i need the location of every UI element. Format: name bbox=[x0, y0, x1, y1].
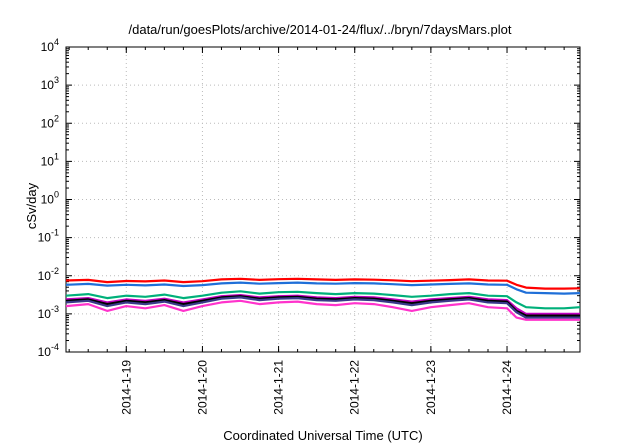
x-tick-label: 2014-1-19 bbox=[119, 360, 133, 415]
x-tick-label: 2014-1-24 bbox=[500, 360, 514, 415]
y-tick-label: 10-2 bbox=[38, 266, 59, 283]
series-line-4 bbox=[65, 294, 580, 315]
series-line-2 bbox=[65, 281, 581, 295]
y-tick-label: 103 bbox=[41, 75, 59, 92]
y-tick-label: 100 bbox=[41, 190, 59, 207]
y-tick-label: 101 bbox=[41, 151, 59, 168]
series-line-5 bbox=[65, 295, 580, 317]
y-tick-label: 104 bbox=[41, 37, 59, 54]
y-tick-label: 10-4 bbox=[38, 342, 59, 359]
x-tick-label: 2014-1-20 bbox=[195, 360, 209, 415]
y-tick-label: 102 bbox=[41, 113, 59, 130]
series-line-7 bbox=[65, 299, 580, 321]
x-axis-label: Coordinated Universal Time (UTC) bbox=[223, 428, 423, 443]
x-tick-label: 2014-1-23 bbox=[424, 360, 438, 415]
chart-title: /data/run/goesPlots/archive/2014-01-24/f… bbox=[128, 22, 512, 37]
series-line-6 bbox=[65, 296, 580, 319]
series-line-1 bbox=[65, 277, 581, 290]
y-axis-label: cSv/day bbox=[24, 182, 39, 230]
x-tick-label: 2014-1-21 bbox=[272, 360, 286, 415]
x-tick-label: 2014-1-22 bbox=[348, 360, 362, 415]
y-tick-label: 10-1 bbox=[38, 228, 59, 245]
y-tick-label: 10-3 bbox=[38, 304, 59, 321]
series-line-3 bbox=[65, 290, 581, 310]
